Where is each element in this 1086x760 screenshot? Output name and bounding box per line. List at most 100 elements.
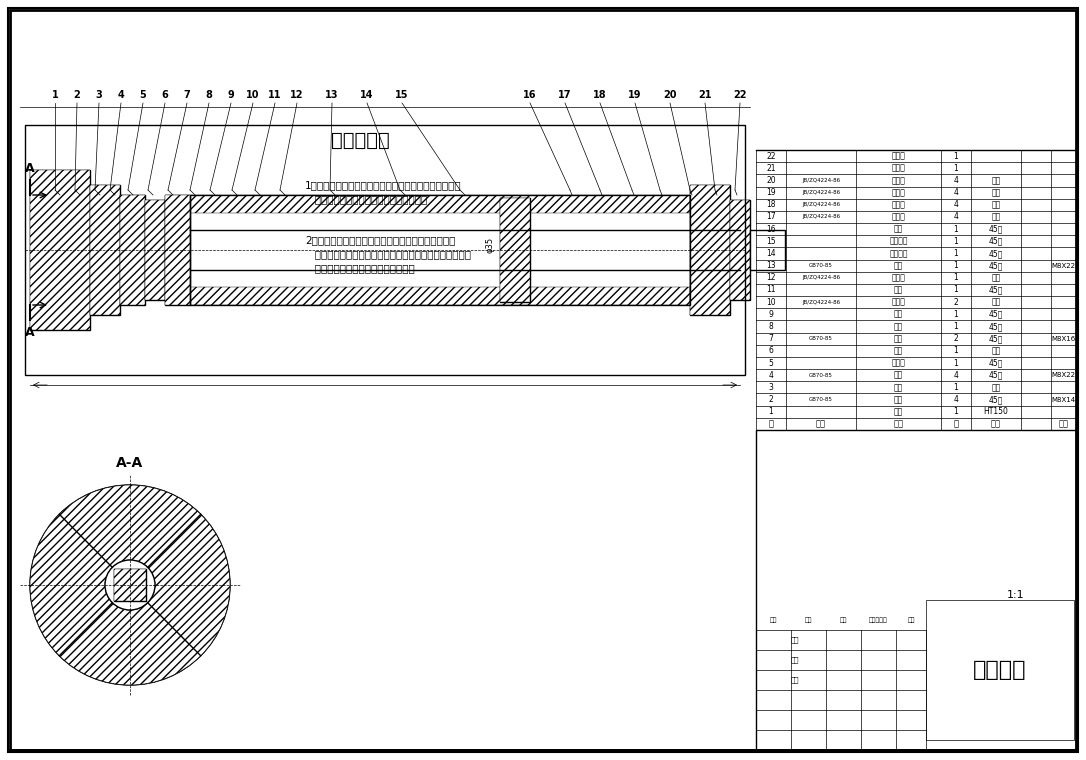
Text: 45钢: 45钢 xyxy=(989,371,1003,380)
Text: 3: 3 xyxy=(96,90,102,100)
Bar xyxy=(690,185,730,315)
Text: 21: 21 xyxy=(767,163,775,173)
Bar xyxy=(500,198,530,302)
Text: 1: 1 xyxy=(954,249,958,258)
Text: 45钢: 45钢 xyxy=(989,395,1003,404)
Text: A: A xyxy=(25,162,35,175)
Text: 8: 8 xyxy=(205,90,213,100)
Text: JB/ZQ4224-86: JB/ZQ4224-86 xyxy=(801,214,841,220)
Text: GB70-85: GB70-85 xyxy=(809,263,833,268)
Text: 22: 22 xyxy=(767,151,775,160)
Text: 4: 4 xyxy=(954,371,959,380)
Text: 2: 2 xyxy=(954,298,958,307)
Text: M8X22: M8X22 xyxy=(1051,263,1075,268)
Text: 2: 2 xyxy=(74,90,80,100)
Text: 11: 11 xyxy=(767,286,775,295)
Text: HT150: HT150 xyxy=(984,407,1009,416)
Text: 1: 1 xyxy=(769,407,773,416)
Text: 45钢: 45钢 xyxy=(989,310,1003,319)
Text: 5: 5 xyxy=(140,90,147,100)
Text: 橡胶: 橡胶 xyxy=(992,201,1000,209)
Text: JB/ZQ4224-86: JB/ZQ4224-86 xyxy=(801,299,841,305)
Text: 橡胶: 橡胶 xyxy=(992,298,1000,307)
Text: 6: 6 xyxy=(769,347,773,356)
Text: 20: 20 xyxy=(767,176,775,185)
Text: 11: 11 xyxy=(268,90,281,100)
Text: 螺钉: 螺钉 xyxy=(894,371,904,380)
Bar xyxy=(690,185,730,315)
Text: 12: 12 xyxy=(767,274,775,282)
Text: 橡胶: 橡胶 xyxy=(992,274,1000,282)
Text: 气缸盖: 气缸盖 xyxy=(892,359,906,368)
Text: GB70-85: GB70-85 xyxy=(809,397,833,402)
Text: JB/ZQ4224-86: JB/ZQ4224-86 xyxy=(801,190,841,195)
Text: A: A xyxy=(25,325,35,338)
Text: 14: 14 xyxy=(361,90,374,100)
Text: 13: 13 xyxy=(325,90,339,100)
Text: 9: 9 xyxy=(228,90,235,100)
Text: 代号: 代号 xyxy=(816,420,826,429)
Bar xyxy=(119,195,146,305)
Bar xyxy=(190,287,690,305)
Text: 45钢: 45钢 xyxy=(989,322,1003,331)
Text: 4: 4 xyxy=(769,371,773,380)
Text: 备注: 备注 xyxy=(1059,420,1069,429)
Text: 技术要求：: 技术要求： xyxy=(330,131,390,150)
Text: 序: 序 xyxy=(769,420,773,429)
Text: 密封圈: 密封圈 xyxy=(892,274,906,282)
Text: M8X22: M8X22 xyxy=(1051,372,1075,378)
Text: 气缸: 气缸 xyxy=(894,310,904,319)
Text: 4: 4 xyxy=(117,90,125,100)
Text: 1: 1 xyxy=(954,322,958,331)
Text: 1: 1 xyxy=(954,359,958,368)
Text: 7: 7 xyxy=(184,90,190,100)
Text: 活塞杆: 活塞杆 xyxy=(892,163,906,173)
Text: 2: 2 xyxy=(954,334,958,344)
Text: 密封圈: 密封圈 xyxy=(892,213,906,221)
Text: 4: 4 xyxy=(954,176,959,185)
Text: 45钢: 45钢 xyxy=(989,286,1003,295)
Text: M8X14: M8X14 xyxy=(1051,397,1075,403)
Text: 工艺: 工艺 xyxy=(791,676,799,683)
Text: 1: 1 xyxy=(954,237,958,245)
Text: 45钢: 45钢 xyxy=(989,237,1003,245)
Text: 3: 3 xyxy=(769,383,773,392)
Bar xyxy=(119,195,146,305)
Text: 12: 12 xyxy=(290,90,304,100)
Text: 18: 18 xyxy=(767,201,775,209)
Text: 14: 14 xyxy=(767,249,775,258)
Bar xyxy=(146,200,165,300)
Text: 密封圈: 密封圈 xyxy=(892,176,906,185)
Text: JB/ZQ4224-86: JB/ZQ4224-86 xyxy=(801,275,841,280)
Circle shape xyxy=(30,485,230,685)
Text: 数: 数 xyxy=(954,420,959,429)
Text: 21: 21 xyxy=(698,90,711,100)
Text: 橡胶: 橡胶 xyxy=(992,347,1000,356)
Text: JB/ZQ4224-86: JB/ZQ4224-86 xyxy=(801,178,841,183)
Text: 16: 16 xyxy=(767,225,775,233)
Bar xyxy=(90,185,119,315)
Text: 1: 1 xyxy=(954,286,958,295)
Text: 垫片: 垫片 xyxy=(894,383,904,392)
Text: 设计: 设计 xyxy=(791,637,799,643)
Text: 橡胶: 橡胶 xyxy=(992,188,1000,197)
Text: 1: 1 xyxy=(52,90,59,100)
Text: 密封圈: 密封圈 xyxy=(892,201,906,209)
Text: 臂部结构: 臂部结构 xyxy=(973,660,1026,680)
Bar xyxy=(730,200,750,300)
Text: 2: 2 xyxy=(769,395,773,404)
Bar xyxy=(30,170,90,330)
Circle shape xyxy=(105,560,155,610)
Bar xyxy=(750,230,785,270)
Text: 45钢: 45钢 xyxy=(989,334,1003,344)
Text: 1: 1 xyxy=(954,310,958,319)
Text: 支片: 支片 xyxy=(894,322,904,331)
Text: 45钢: 45钢 xyxy=(989,261,1003,270)
Bar xyxy=(146,200,165,300)
Bar xyxy=(165,195,190,305)
Text: 20: 20 xyxy=(664,90,677,100)
Text: 端盖: 端盖 xyxy=(894,407,904,416)
Text: 螺纹法兰: 螺纹法兰 xyxy=(889,249,908,258)
Text: 45钢: 45钢 xyxy=(989,249,1003,258)
Bar xyxy=(30,170,90,330)
